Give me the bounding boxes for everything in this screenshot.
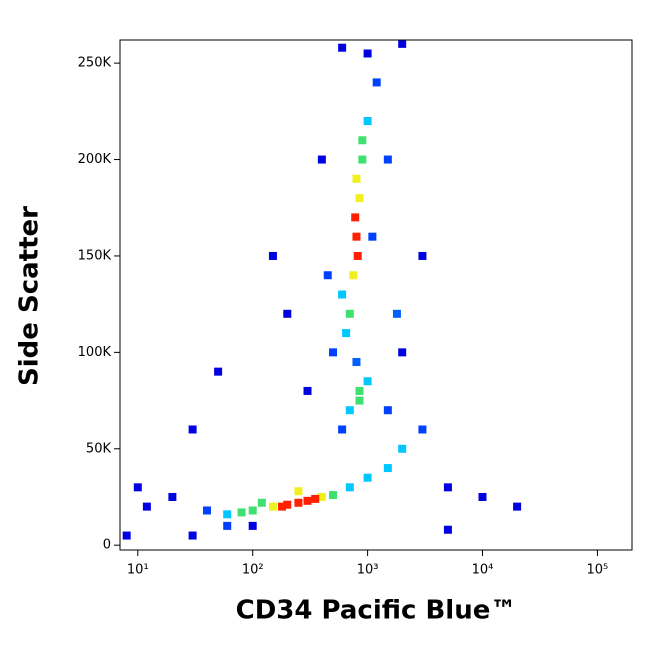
point [202,506,211,515]
point [257,498,266,507]
x-tick-label: 10² [242,563,264,578]
point [355,396,364,405]
point [398,39,407,48]
point [383,464,392,473]
point [443,483,452,492]
point [363,49,372,58]
point [345,406,354,415]
point [363,116,372,125]
point [355,386,364,395]
point [358,136,367,145]
point [418,251,427,260]
point [223,510,232,519]
point [268,502,277,511]
point [478,492,487,501]
point [294,498,303,507]
point [368,232,377,241]
point [352,174,361,183]
point [345,483,354,492]
point [513,502,522,511]
point [268,251,277,260]
point [303,496,312,505]
x-tick-label: 10⁵ [587,563,609,578]
point [188,425,197,434]
point [133,483,142,492]
point [283,309,292,318]
point [142,502,151,511]
x-tick-label: 10⁴ [472,563,494,578]
y-tick-label: 150K [78,248,112,263]
point [351,213,360,222]
point [283,500,292,509]
point [363,473,372,482]
point [214,367,223,376]
point [294,487,303,496]
x-tick-label: 10³ [357,563,379,578]
point [443,525,452,534]
x-axis-title: CD34 Pacific Blue™ [236,596,517,626]
point [372,78,381,87]
point [338,43,347,52]
point [383,406,392,415]
point [248,521,257,530]
point [342,329,351,338]
y-tick-label: 0 [103,538,111,553]
point [303,386,312,395]
point [329,491,338,500]
y-tick-label: 100K [78,345,112,360]
point [392,309,401,318]
point [383,155,392,164]
point [323,271,332,280]
point [418,425,427,434]
point [311,494,320,503]
point [317,155,326,164]
y-tick-label: 200K [78,152,112,167]
point [248,506,257,515]
point [363,377,372,386]
point [329,348,338,357]
point [398,348,407,357]
point [168,492,177,501]
point [345,309,354,318]
plot-frame [119,39,633,551]
point [338,425,347,434]
point [352,232,361,241]
point [352,358,361,367]
point [358,155,367,164]
point [338,290,347,299]
y-tick-label: 250K [78,56,112,71]
point [188,531,197,540]
y-tick-label: 50K [86,441,112,456]
point [398,444,407,453]
point [278,502,287,511]
point [237,508,246,517]
point [317,492,326,501]
x-tick-label: 10¹ [127,563,149,578]
y-axis-title: Side Scatter [15,206,45,386]
point [355,194,364,203]
point [353,251,362,260]
point [349,271,358,280]
point [122,531,131,540]
point [223,521,232,530]
